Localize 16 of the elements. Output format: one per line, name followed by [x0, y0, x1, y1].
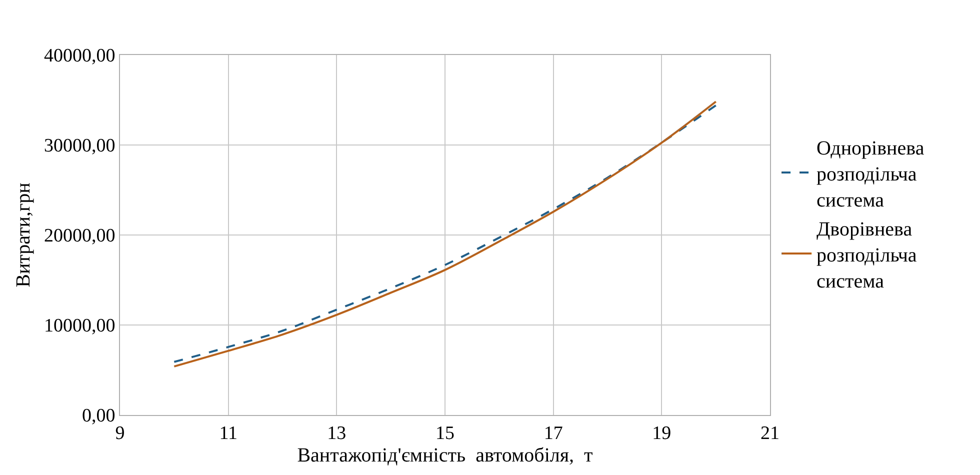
x-tick-label: 11 [219, 422, 238, 444]
legend-label: Дворівнева розподільча система [816, 218, 917, 292]
x-tick-label: 13 [327, 422, 346, 444]
legend-label: Однорівнева розподільча система [816, 137, 924, 212]
y-tick-label: 20000,00 [44, 226, 116, 247]
y-tick-label: 30000,00 [44, 136, 116, 157]
x-tick-label: 19 [652, 422, 672, 444]
x-tick-label: 15 [436, 422, 454, 444]
x-tick-label: 9 [115, 422, 125, 444]
y-tick-label: 0,00 [82, 406, 116, 427]
y-axis-title: Витрати,грн [12, 182, 34, 288]
x-tick-label: 21 [760, 422, 780, 444]
y-tick-label: 10000,00 [44, 316, 116, 337]
x-tick-label: 17 [544, 422, 563, 444]
x-axis-title: Вантажопід'ємність автомобіля, т [297, 444, 594, 466]
y-tick-label: 40000,00 [44, 46, 116, 67]
